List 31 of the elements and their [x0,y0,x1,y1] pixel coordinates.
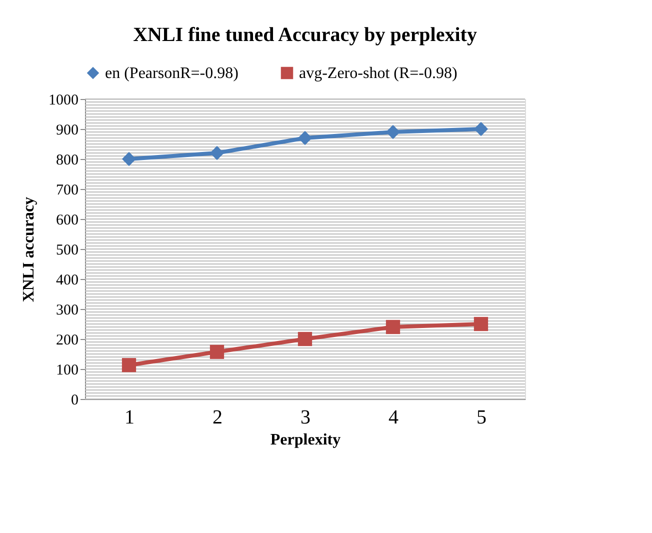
point [298,332,312,346]
y-tick-label: 600 [56,212,78,228]
point [210,146,224,160]
y-tick-label: 800 [56,152,78,168]
y-tick-label: 100 [56,362,78,378]
point [474,316,488,332]
point [122,152,136,166]
y-tick-label: 500 [56,242,78,258]
y-tick-label: 400 [56,272,78,288]
legend-label: avg-Zero-shot (R=-0.98) [299,65,458,82]
chart-title: XNLI fine tuned Accuracy by perplexity [133,24,477,46]
x-axis-title: Perplexity [270,432,341,448]
x-tick-label: 3 [300,406,310,428]
y-tick-label: 700 [56,182,78,198]
x-tick-label: 2 [212,406,222,428]
y-tick-label: 200 [56,332,78,348]
x-tick-label: 4 [388,406,398,428]
y-tick-label: 300 [56,302,78,318]
point [122,358,136,372]
point [386,320,400,334]
x-tick-label: 5 [476,406,486,428]
point [210,344,224,359]
y-axis-title: XNLI accuracy [20,196,38,302]
y-tick-label: 0 [71,392,78,408]
point [386,124,400,140]
y-tick-label: 900 [56,122,78,138]
point [298,130,312,146]
y-tick-label: 1000 [48,92,78,108]
point [474,122,488,136]
legend-label: en (PearsonR=-0.98) [105,65,238,82]
x-tick-label: 1 [124,406,134,428]
